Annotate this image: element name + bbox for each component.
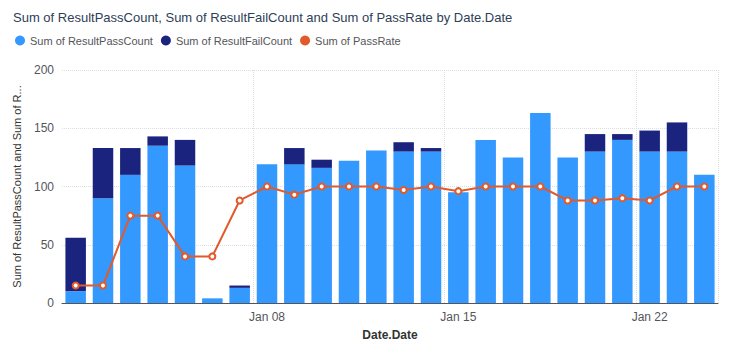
svg-text:200: 200 [34,63,54,77]
svg-text:Sum of ResultPassCount: Sum of ResultPassCount [30,35,153,47]
svg-text:Date.Date: Date.Date [362,328,418,342]
svg-text:Sum of PassRate: Sum of PassRate [315,35,401,47]
svg-text:150: 150 [34,121,54,135]
svg-text:0: 0 [47,296,54,310]
svg-text:Jan 22: Jan 22 [632,310,668,324]
svg-text:100: 100 [34,180,54,194]
svg-text:Jan 15: Jan 15 [440,310,476,324]
svg-text:Sum of ResultPassCount and Sum: Sum of ResultPassCount and Sum of R... [11,85,23,287]
svg-text:Jan 08: Jan 08 [249,310,285,324]
svg-text:Sum of ResultPassCount, Sum of: Sum of ResultPassCount, Sum of ResultFai… [13,10,512,25]
svg-text:50: 50 [41,238,55,252]
svg-text:Sum of ResultFailCount: Sum of ResultFailCount [176,35,292,47]
